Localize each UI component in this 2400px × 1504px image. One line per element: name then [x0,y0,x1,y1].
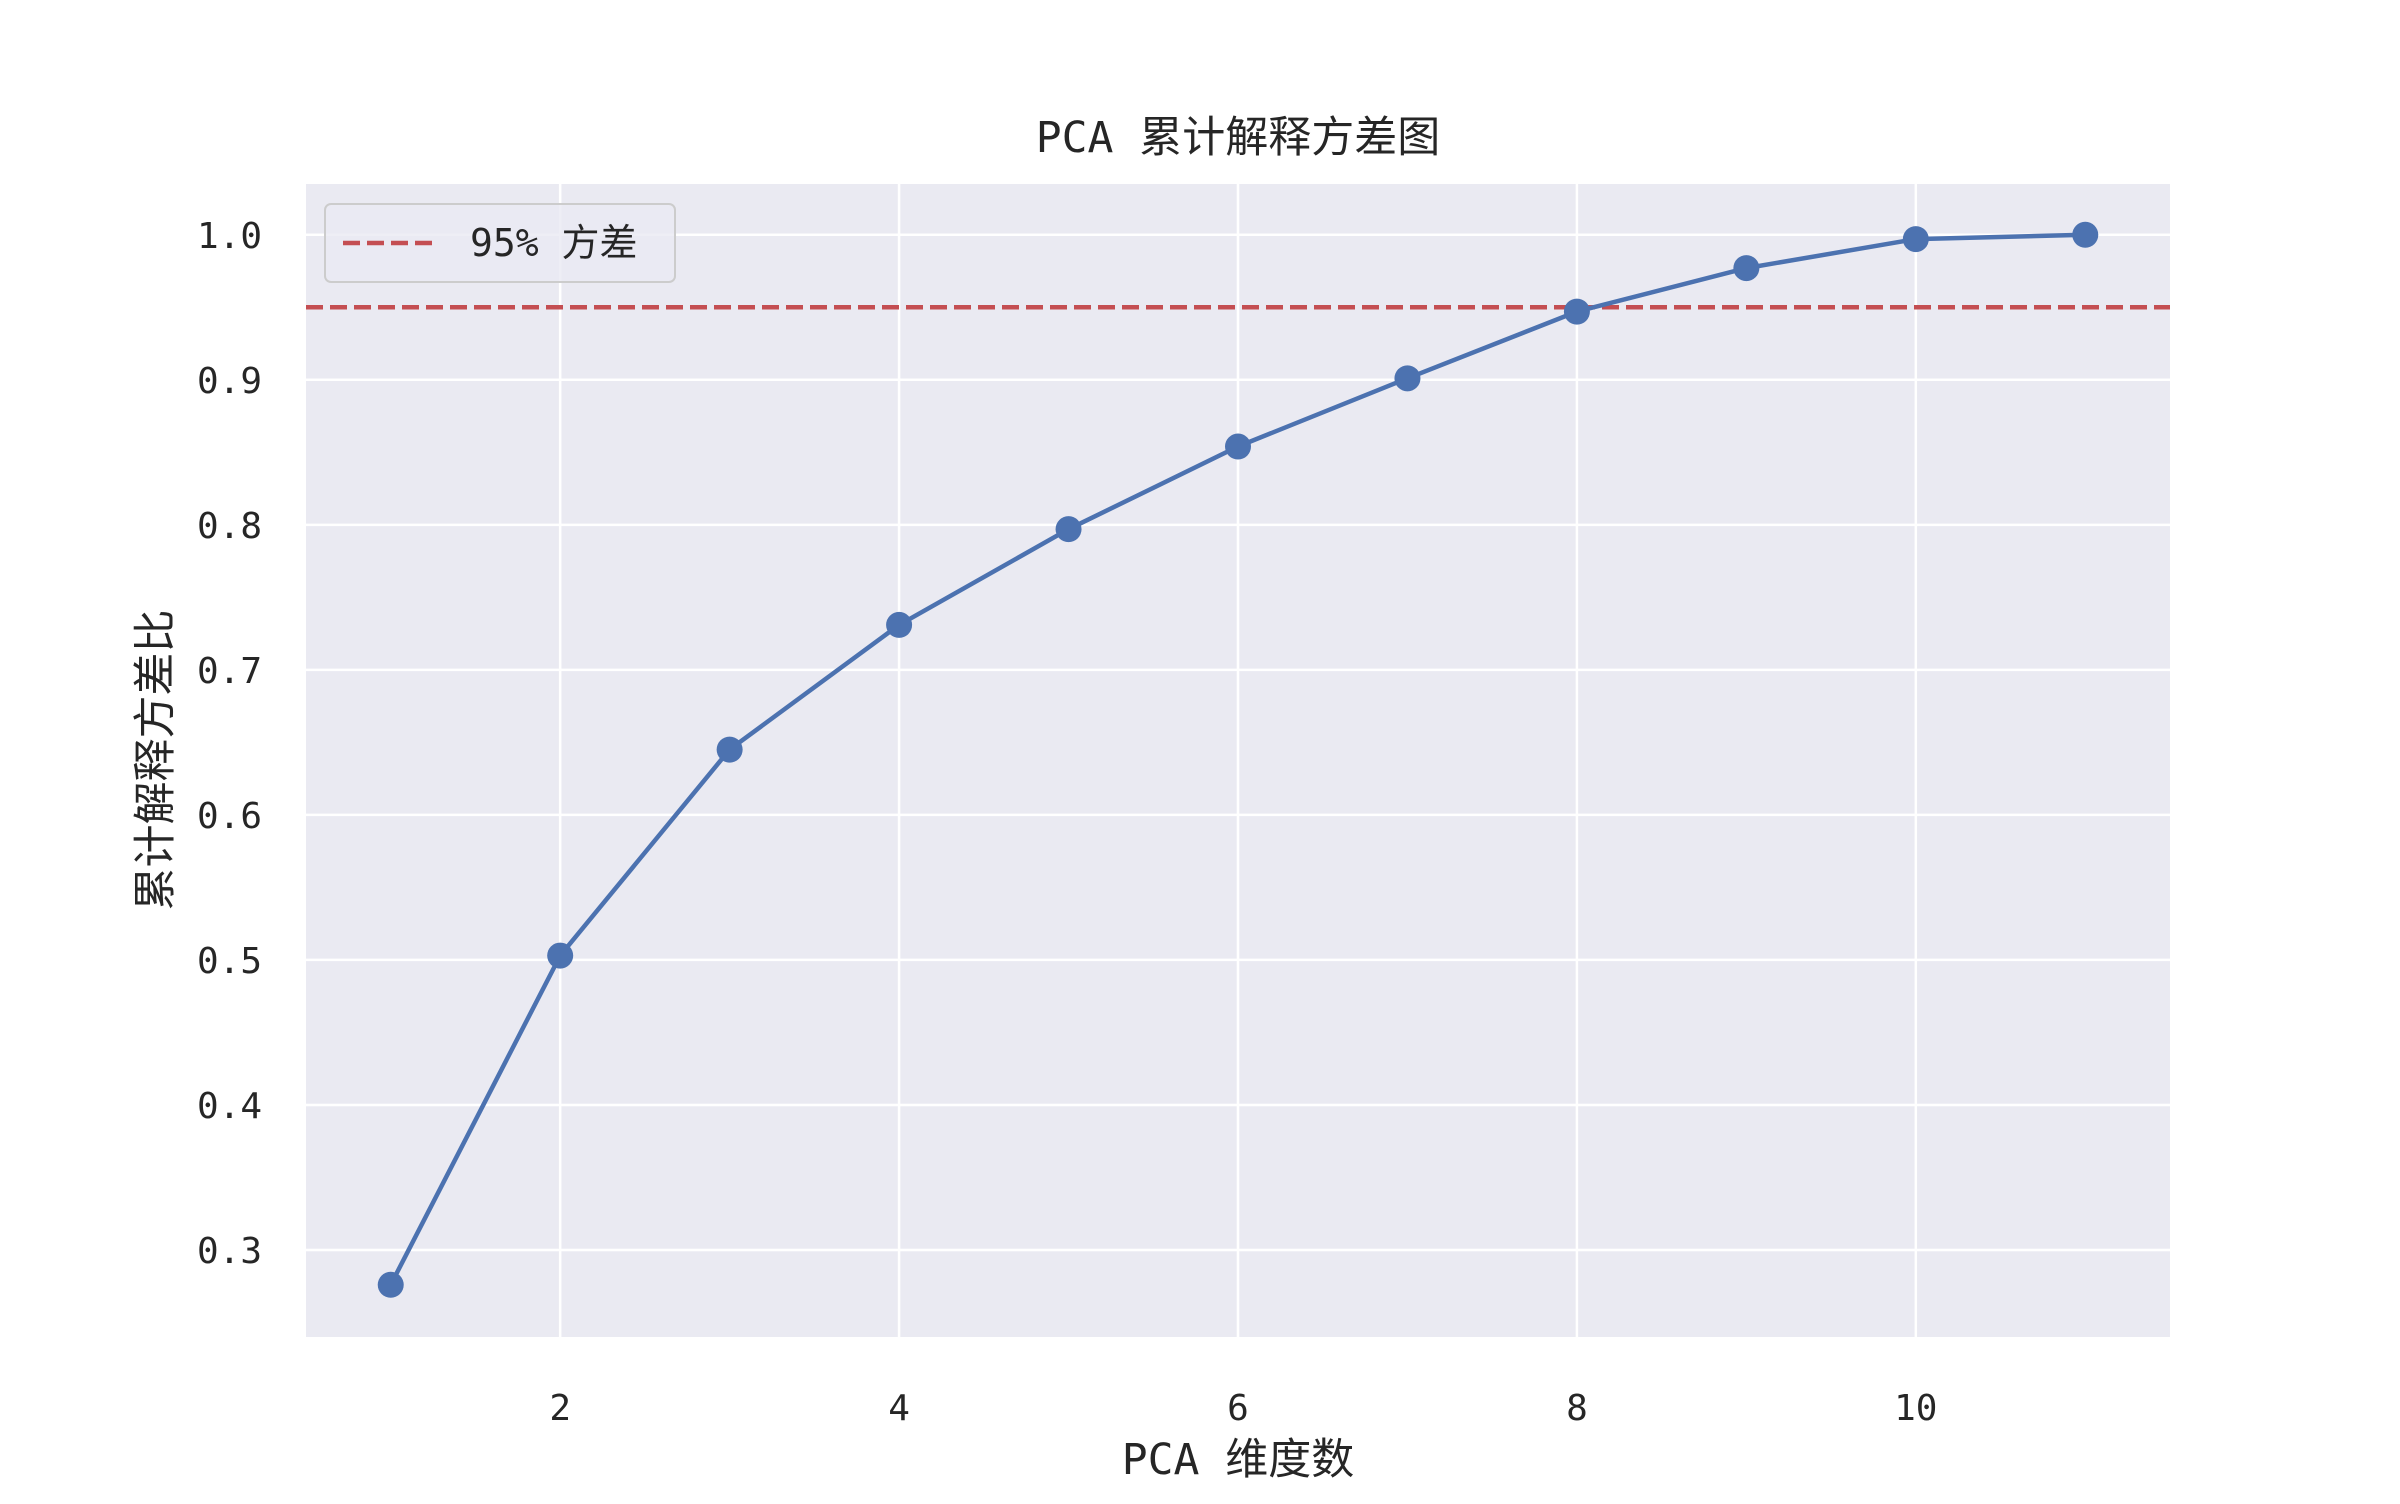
data-points [377,221,2099,1298]
y-tick-labels: 0.3 0.4 0.5 0.6 0.7 0.8 0.9 1.0 [197,216,262,1272]
x-tick-label: 8 [1566,1388,1588,1429]
x-tick-label: 6 [1227,1388,1249,1429]
data-point [377,1271,404,1298]
legend-box [324,203,676,283]
grid-lines [306,184,2170,1337]
x-axis-label: PCA 维度数 [1122,1435,1355,1485]
y-tick-label: 0.9 [197,361,262,402]
data-point [547,942,574,969]
data-point [1394,365,1421,392]
x-tick-label: 2 [549,1388,571,1429]
y-tick-label: 0.4 [197,1086,262,1127]
legend: 95% 方差 [324,203,676,283]
x-tick-labels: 2 4 6 8 10 [549,1388,1937,1429]
y-tick-label: 0.5 [197,941,262,982]
data-point [2072,221,2099,248]
data-point [1055,516,1082,543]
x-tick-label: 10 [1894,1388,1937,1429]
data-point [1563,298,1590,325]
y-axis-label: 累计解释方差比 [131,610,181,911]
y-tick-label: 0.6 [197,796,262,837]
data-point [886,611,913,638]
x-tick-label: 4 [888,1388,910,1429]
data-point [716,736,743,763]
chart-title: PCA 累计解释方差图 [1036,113,1441,163]
y-tick-label: 0.3 [197,1231,262,1272]
y-tick-label: 1.0 [197,216,262,257]
legend-label: 95% 方差 [470,221,638,265]
data-point [1733,255,1760,282]
data-point [1225,433,1251,460]
data-point [1902,226,1929,253]
y-tick-label: 0.8 [197,506,262,547]
y-tick-label: 0.7 [197,651,262,692]
